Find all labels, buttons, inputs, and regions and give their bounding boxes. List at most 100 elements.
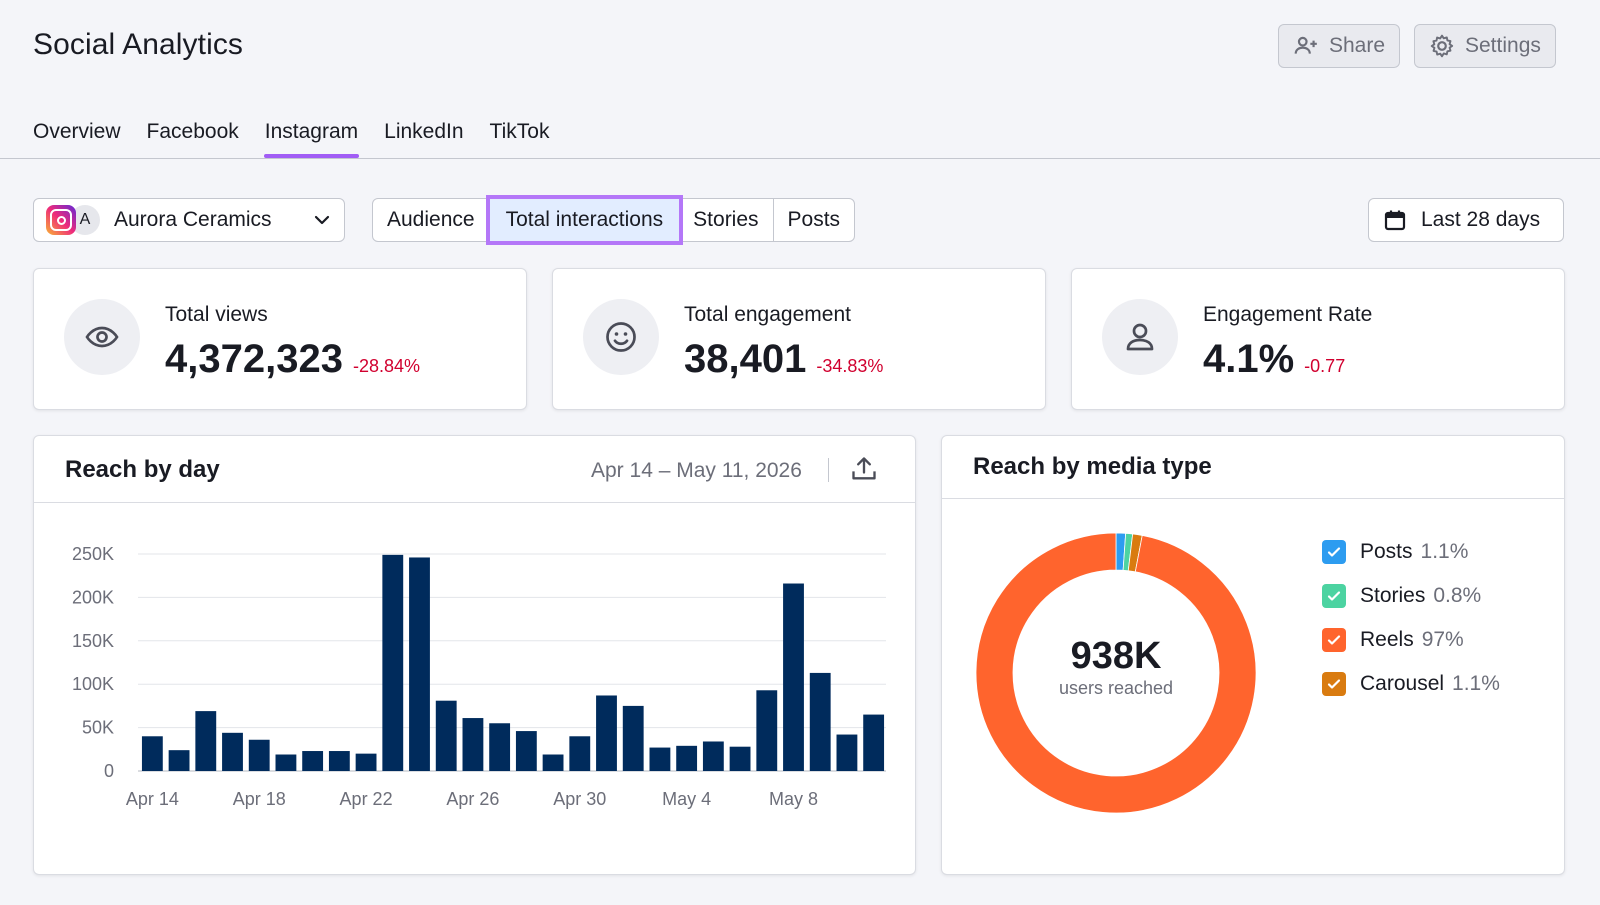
user-icon xyxy=(1126,323,1154,351)
card-title: Reach by media type xyxy=(973,453,1212,480)
bar-apr-26[interactable] xyxy=(462,718,484,771)
x-tick-label: Apr 14 xyxy=(126,789,179,809)
kpi-label: Total engagement xyxy=(684,303,851,326)
legend-label: Carousel xyxy=(1360,672,1445,695)
calendar-icon xyxy=(1384,210,1406,231)
segment-total-interactions[interactable]: Total interactions xyxy=(485,195,684,245)
tabs-divider xyxy=(0,158,1600,159)
y-tick-label: 50K xyxy=(82,718,114,738)
legend-item-stories[interactable]: Stories 0.8% xyxy=(1322,574,1500,618)
legend-value: 97% xyxy=(1421,628,1464,651)
x-tick-label: Apr 30 xyxy=(553,789,606,809)
x-tick-label: May 8 xyxy=(769,789,818,809)
donut-slice-reels[interactable] xyxy=(975,532,1257,814)
bar-apr-14[interactable] xyxy=(141,736,163,771)
gear-icon xyxy=(1430,34,1454,58)
tab-instagram[interactable]: Instagram xyxy=(263,120,360,158)
reach-by-day-card: Reach by day Apr 14 – May 11, 2026 0 50K 1… xyxy=(33,435,916,875)
kpi-value: 38,401 xyxy=(684,337,807,381)
legend-checkbox[interactable] xyxy=(1322,628,1346,652)
bar-apr-28[interactable] xyxy=(515,731,537,771)
legend-item-posts[interactable]: Posts 1.1% xyxy=(1322,530,1500,574)
reach-by-day-chart: 0 50K 100K 150K 200K 250K Apr 14 Apr 18 Apr 22 Ap… xyxy=(72,544,886,809)
check-icon xyxy=(1327,591,1341,601)
kpi-label: Engagement Rate xyxy=(1203,303,1373,326)
segment-posts[interactable]: Posts xyxy=(787,208,841,231)
legend-checkbox[interactable] xyxy=(1322,584,1346,608)
tab-tiktok[interactable]: TikTok xyxy=(489,120,550,143)
donut-center-value: 938K xyxy=(1070,635,1162,677)
legend-item-carousel[interactable]: Carousel 1.1% xyxy=(1322,662,1500,706)
bar-apr-25[interactable] xyxy=(435,700,457,771)
date-range-button[interactable]: Last 28 days xyxy=(1368,198,1564,242)
chevron-down-icon xyxy=(314,215,330,225)
bar-apr-21[interactable] xyxy=(328,751,350,771)
card-date-range: Apr 14 – May 11, 2026 xyxy=(591,459,802,482)
bar-may-9[interactable] xyxy=(809,672,831,771)
legend-value: 1.1% xyxy=(1420,540,1469,563)
bar-may-2[interactable] xyxy=(622,705,644,771)
card-title: Reach by day xyxy=(65,456,220,483)
bar-may-4[interactable] xyxy=(676,745,698,771)
share-label: Share xyxy=(1329,34,1386,57)
legend-label: Stories xyxy=(1360,584,1426,607)
donut-center: 938K users reached xyxy=(976,635,1256,699)
bar-apr-22[interactable] xyxy=(355,753,377,771)
reach-by-media-donut xyxy=(975,532,1257,814)
bar-apr-15[interactable] xyxy=(168,750,190,771)
kpi-delta: -28.84% xyxy=(352,356,420,376)
bar-may-10[interactable] xyxy=(836,734,858,771)
y-tick-label: 150K xyxy=(72,631,114,651)
x-tick-label: Apr 26 xyxy=(446,789,499,809)
bar-apr-20[interactable] xyxy=(302,751,324,771)
y-tick-label: 250K xyxy=(72,544,114,564)
share-button[interactable]: Share xyxy=(1278,24,1401,68)
export-icon[interactable] xyxy=(850,455,878,483)
profile-name: Aurora Ceramics xyxy=(114,208,272,231)
y-tick-label: 200K xyxy=(72,587,114,607)
add-user-icon xyxy=(1294,36,1317,54)
bar-apr-17[interactable] xyxy=(222,732,243,771)
tab-linkedin[interactable]: LinkedIn xyxy=(384,120,464,143)
y-tick-label: 0 xyxy=(104,761,114,781)
legend-value: 0.8% xyxy=(1433,584,1482,607)
kpi-delta: -34.83% xyxy=(816,356,884,376)
bar-apr-30[interactable] xyxy=(569,736,591,771)
bar-may-6[interactable] xyxy=(729,746,751,771)
bar-apr-23[interactable] xyxy=(382,554,404,771)
bar-may-3[interactable] xyxy=(649,747,671,771)
settings-button[interactable]: Settings xyxy=(1414,24,1556,68)
page-title: Social Analytics xyxy=(33,28,244,61)
bar-apr-24[interactable] xyxy=(409,557,430,771)
bar-may-8[interactable] xyxy=(783,583,804,771)
bar-may-11[interactable] xyxy=(863,714,885,771)
check-icon xyxy=(1327,679,1341,689)
settings-label: Settings xyxy=(1465,34,1541,57)
bar-may-5[interactable] xyxy=(702,741,724,771)
segment-audience[interactable]: Audience xyxy=(373,199,490,241)
bar-apr-19[interactable] xyxy=(275,754,297,771)
bar-apr-18[interactable] xyxy=(248,739,270,771)
legend-checkbox[interactable] xyxy=(1322,672,1346,696)
segment-stories[interactable]: Stories xyxy=(679,199,774,241)
media-legend: Posts 1.1% Stories 0.8% Reels 97% Carous… xyxy=(1322,530,1500,706)
bar-may-1[interactable] xyxy=(596,695,617,771)
kpi-total-engagement: Total engagement 38,401 -34.83% xyxy=(552,268,1046,410)
tab-facebook[interactable]: Facebook xyxy=(146,120,239,143)
profile-select[interactable]: A Aurora Ceramics xyxy=(33,198,345,242)
legend-label: Posts xyxy=(1360,540,1413,563)
network-tabs: Overview Facebook Instagram LinkedIn Tik… xyxy=(33,120,575,158)
bar-may-7[interactable] xyxy=(756,690,778,771)
bar-apr-29[interactable] xyxy=(542,754,564,771)
check-icon xyxy=(1327,635,1341,645)
legend-label: Reels xyxy=(1360,628,1414,651)
legend-checkbox[interactable] xyxy=(1322,540,1346,564)
legend-item-reels[interactable]: Reels 97% xyxy=(1322,618,1500,662)
bar-apr-27[interactable] xyxy=(489,723,511,771)
legend-value: 1.1% xyxy=(1452,672,1500,695)
kpi-engagement-rate: Engagement Rate 4.1% -0.77 xyxy=(1071,268,1565,410)
bar-apr-16[interactable] xyxy=(195,711,217,771)
check-icon xyxy=(1327,547,1341,557)
date-range-label: Last 28 days xyxy=(1421,208,1541,231)
tab-overview[interactable]: Overview xyxy=(33,120,121,143)
